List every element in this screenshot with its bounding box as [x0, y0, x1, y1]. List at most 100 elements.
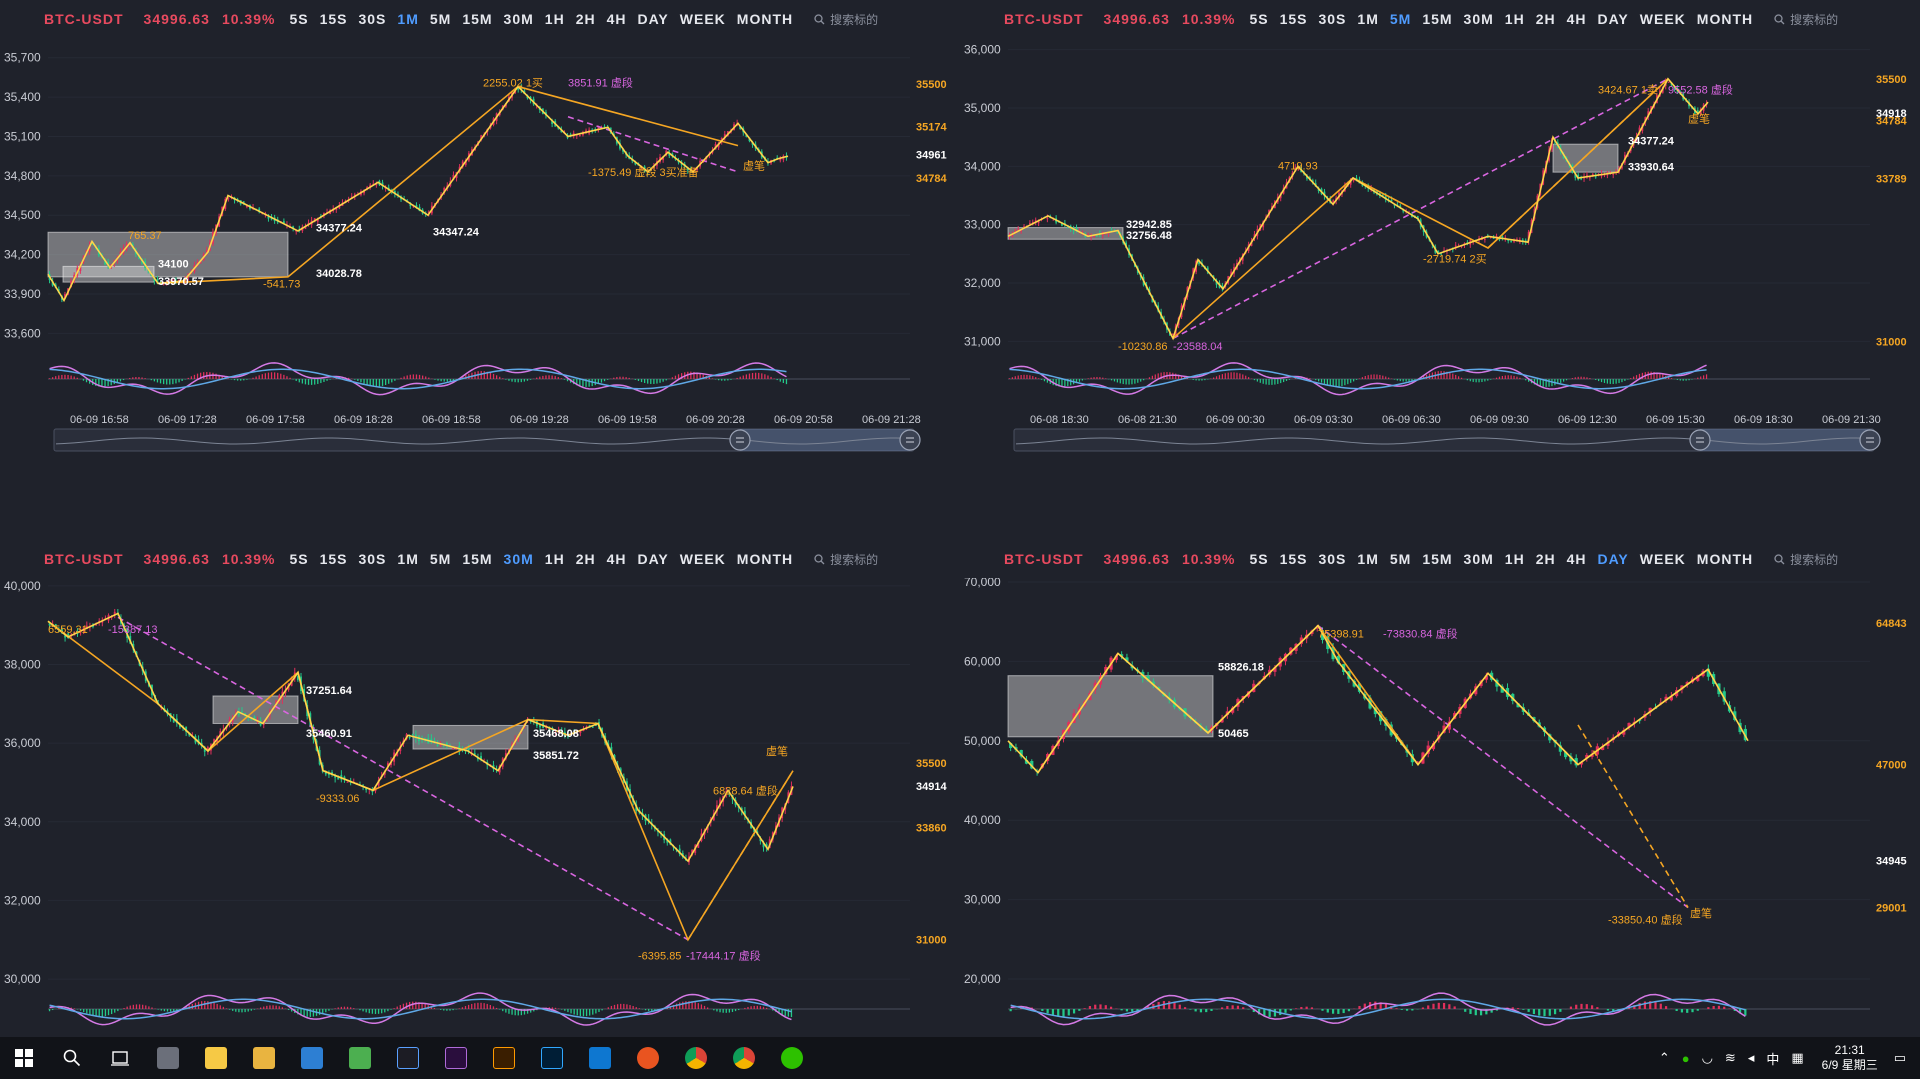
symbol-label[interactable]: BTC-USDT: [1004, 551, 1084, 567]
timeframe-15m[interactable]: 15M: [1422, 551, 1453, 567]
timeframe-4h[interactable]: 4H: [606, 11, 627, 27]
volume-icon[interactable]: ◂: [1747, 1050, 1755, 1065]
timeframe-5m[interactable]: 5M: [1389, 11, 1412, 27]
candlestick-chart[interactable]: 35,700 35,400 35,100 34,800 34,500 34,200 33,9…: [0, 38, 960, 538]
timeframe-30s[interactable]: 30S: [1318, 551, 1347, 567]
sticky-notes-button[interactable]: [192, 1037, 240, 1079]
mail-button[interactable]: [288, 1037, 336, 1079]
timeframe-1h[interactable]: 1H: [544, 11, 565, 27]
timeframe-2h[interactable]: 2H: [1535, 11, 1556, 27]
timeframe-15s[interactable]: 15S: [319, 551, 348, 567]
timeframe-1m[interactable]: 1M: [1357, 11, 1379, 27]
timeframe-30m[interactable]: 30M: [1463, 11, 1494, 27]
candlestick-chart[interactable]: 40,000 38,000 36,000 34,000 32,000 30,000 6559…: [0, 578, 960, 1078]
timeframe-5s[interactable]: 5S: [289, 551, 309, 567]
timeframe-30s[interactable]: 30S: [358, 551, 387, 567]
timeframe-week[interactable]: WEEK: [1639, 11, 1686, 27]
timeframe-month[interactable]: MONTH: [1696, 551, 1754, 567]
wechat-tray-icon[interactable]: ●: [1681, 1050, 1690, 1066]
symbol-search[interactable]: 搜索标的: [1774, 11, 1838, 28]
timeframe-5s[interactable]: 5S: [289, 11, 309, 27]
symbol-search[interactable]: 搜索标的: [1774, 551, 1838, 568]
timeframe-5s[interactable]: 5S: [1249, 551, 1269, 567]
slider-handle-icon[interactable]: [899, 429, 921, 451]
chevron-up-icon[interactable]: ⌃: [1658, 1050, 1670, 1065]
illustrator-button[interactable]: [480, 1037, 528, 1079]
ime-indicator[interactable]: 中: [1766, 1051, 1780, 1067]
timeframe-1m[interactable]: 1M: [1357, 551, 1379, 567]
chrome-button[interactable]: [672, 1037, 720, 1079]
timeframe-15s[interactable]: 15S: [1279, 11, 1308, 27]
photoshop-button[interactable]: [528, 1037, 576, 1079]
network-icon[interactable]: ◡: [1701, 1050, 1713, 1065]
timeframe-week[interactable]: WEEK: [679, 551, 726, 567]
timeframe-30m[interactable]: 30M: [503, 551, 534, 567]
timeframe-week[interactable]: WEEK: [1639, 551, 1686, 567]
timeframe-15m[interactable]: 15M: [462, 551, 493, 567]
timeframe-month[interactable]: MONTH: [1696, 11, 1754, 27]
timeframe-5m[interactable]: 5M: [1389, 551, 1412, 567]
timeframe-day[interactable]: DAY: [1597, 11, 1629, 27]
slider-handle-icon[interactable]: [729, 429, 751, 451]
candlestick-chart[interactable]: 36,000 35,000 34,000 33,000 32,000 31,000 4719…: [960, 38, 1920, 538]
chart-pane-day[interactable]: BTC-USDT 34996.63 10.39% 5S 15S 30S 1M 5M 15M…: [960, 540, 1920, 1037]
vscode-button[interactable]: [576, 1037, 624, 1079]
timeframe-month[interactable]: MONTH: [736, 11, 794, 27]
timeframe-day[interactable]: DAY: [637, 551, 669, 567]
task-view-button[interactable]: [96, 1037, 144, 1079]
ubuntu-button[interactable]: [624, 1037, 672, 1079]
timeframe-1h[interactable]: 1H: [1504, 551, 1525, 567]
timeframe-day[interactable]: DAY: [637, 11, 669, 27]
timeframe-15s[interactable]: 15S: [1279, 551, 1308, 567]
windows-start-button[interactable]: [0, 1037, 48, 1079]
timeframe-4h[interactable]: 4H: [606, 551, 627, 567]
timeframe-4h[interactable]: 4H: [1566, 11, 1587, 27]
timeframe-30s[interactable]: 30S: [1318, 11, 1347, 27]
symbol-search[interactable]: 搜索标的: [814, 11, 878, 28]
timeframe-15s[interactable]: 15S: [319, 11, 348, 27]
chart-pane-5m[interactable]: BTC-USDT 34996.63 10.39% 5S 15S 30S 1M 5M 15M…: [960, 0, 1920, 540]
file-explorer-button[interactable]: [240, 1037, 288, 1079]
timeframe-30m[interactable]: 30M: [1463, 551, 1494, 567]
symbol-search[interactable]: 搜索标的: [814, 551, 878, 568]
symbol-label[interactable]: BTC-USDT: [44, 551, 124, 567]
notification-icon[interactable]: ▭: [1893, 1050, 1906, 1065]
chart-pane-1m[interactable]: BTC-USDT 34996.63 10.39% 5S 15S 30S 1M 5M 15M…: [0, 0, 960, 540]
timeframe-1h[interactable]: 1H: [544, 551, 565, 567]
app-k-button[interactable]: [384, 1037, 432, 1079]
timeframe-month[interactable]: MONTH: [736, 551, 794, 567]
premiere-button[interactable]: [432, 1037, 480, 1079]
timeframe-1h[interactable]: 1H: [1504, 11, 1525, 27]
timeframe-30s[interactable]: 30S: [358, 11, 387, 27]
system-clock[interactable]: 21:31 6/9 星期三: [1822, 1043, 1878, 1073]
timeframe-4h[interactable]: 4H: [1566, 551, 1587, 567]
timeframe-2h[interactable]: 2H: [575, 551, 596, 567]
timeframe-5s[interactable]: 5S: [1249, 11, 1269, 27]
timeframe-5m[interactable]: 5M: [429, 11, 452, 27]
timeframe-15m[interactable]: 15M: [462, 11, 493, 27]
timeframe-2h[interactable]: 2H: [1535, 551, 1556, 567]
search-button[interactable]: [48, 1037, 96, 1079]
timeframe-week[interactable]: WEEK: [679, 11, 726, 27]
symbol-label[interactable]: BTC-USDT: [44, 11, 124, 27]
symbol-label[interactable]: BTC-USDT: [1004, 11, 1084, 27]
timeframe-1m[interactable]: 1M: [397, 551, 419, 567]
notepad-button[interactable]: [336, 1037, 384, 1079]
timeframe-30m[interactable]: 30M: [503, 11, 534, 27]
timeframe-5m[interactable]: 5M: [429, 551, 452, 567]
wechat-button[interactable]: [768, 1037, 816, 1079]
candle-body: [762, 842, 765, 848]
chart-pane-30m[interactable]: BTC-USDT 34996.63 10.39% 5S 15S 30S 1M 5M 15M…: [0, 540, 960, 1079]
slider-handle-icon[interactable]: [1859, 429, 1881, 451]
wifi-icon[interactable]: ≋: [1724, 1050, 1736, 1065]
app-1-button[interactable]: [144, 1037, 192, 1079]
timeframe-15m[interactable]: 15M: [1422, 11, 1453, 27]
timeframe-2h[interactable]: 2H: [575, 11, 596, 27]
candlestick-chart[interactable]: 70,000 60,000 50,000 40,000 30,000 20,000 5882…: [960, 578, 1920, 1037]
timeframe-1m[interactable]: 1M: [397, 11, 419, 27]
chrome-2-button[interactable]: [720, 1037, 768, 1079]
slider-handle-icon[interactable]: [1689, 429, 1711, 451]
x-tick-label: 06-08 21:30: [1118, 414, 1177, 426]
timeframe-day[interactable]: DAY: [1597, 551, 1629, 567]
app-tray-icon[interactable]: ▦: [1791, 1050, 1804, 1065]
